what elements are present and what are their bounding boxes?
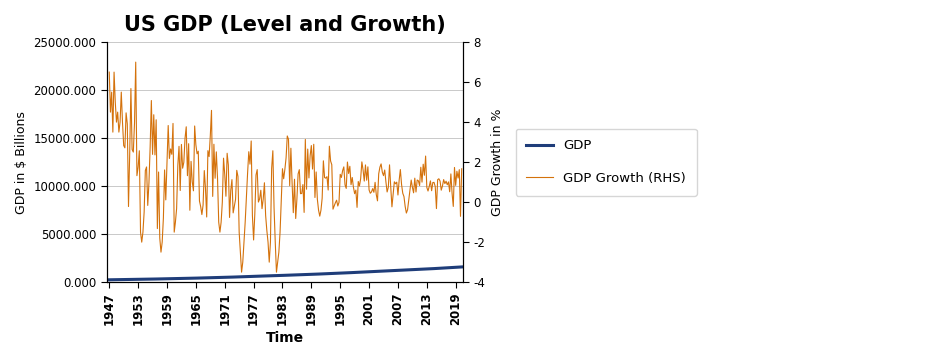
Y-axis label: GDP Growth in %: GDP Growth in % xyxy=(491,108,504,216)
Legend: GDP, GDP Growth (RHS): GDP, GDP Growth (RHS) xyxy=(516,129,697,195)
GDP Growth (RHS) xyxy=(162,160,173,164)
Title: US GDP (Level and Growth): US GDP (Level and Growth) xyxy=(124,15,446,35)
GDP Growth (RHS) xyxy=(228,211,239,215)
GDP xyxy=(213,275,224,280)
GDP xyxy=(126,277,137,282)
GDP Growth (RHS) xyxy=(215,230,226,234)
GDP xyxy=(402,268,413,272)
GDP Growth (RHS) xyxy=(375,165,386,169)
Line: GDP: GDP xyxy=(109,267,462,280)
X-axis label: Time: Time xyxy=(265,331,304,345)
GDP Growth (RHS) xyxy=(404,188,415,192)
Y-axis label: GDP in $ Billions: GDP in $ Billions xyxy=(15,111,28,213)
GDP Growth (RHS) xyxy=(456,167,467,171)
Line: GDP Growth (RHS): GDP Growth (RHS) xyxy=(109,62,462,272)
GDP xyxy=(456,265,467,269)
GDP Growth (RHS) xyxy=(104,70,115,74)
GDP xyxy=(227,275,238,279)
GDP Growth (RHS) xyxy=(126,86,137,91)
GDP Growth (RHS) xyxy=(236,270,247,274)
GDP Growth (RHS) xyxy=(130,60,142,64)
GDP xyxy=(104,278,115,282)
GDP xyxy=(160,276,171,281)
GDP xyxy=(372,269,383,274)
